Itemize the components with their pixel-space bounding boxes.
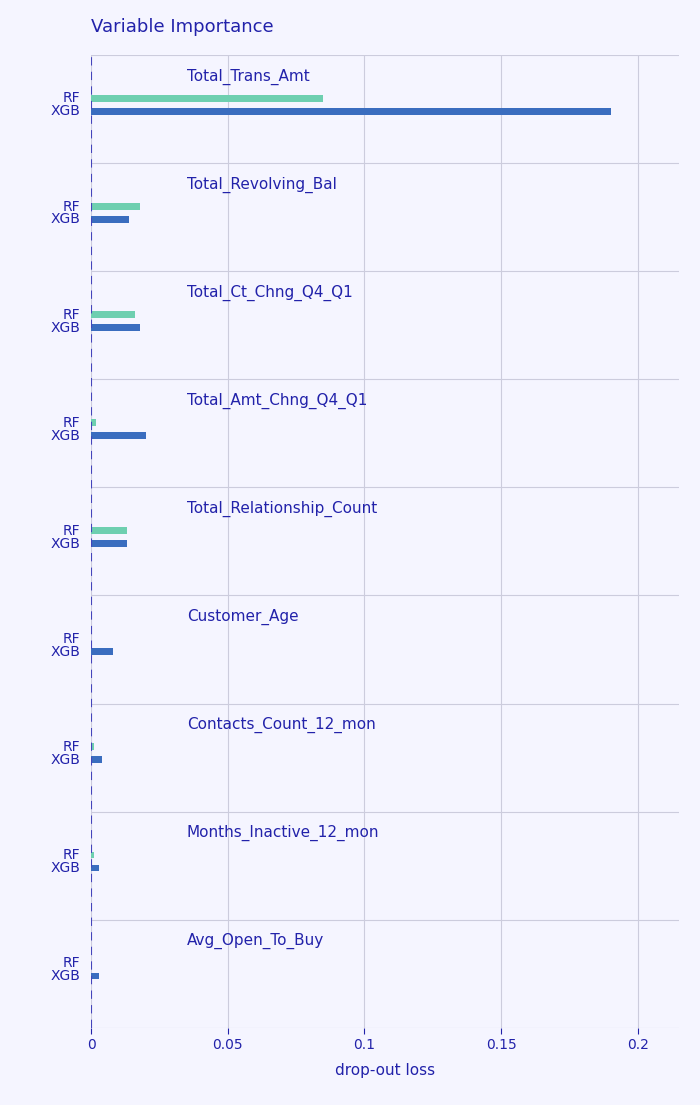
Bar xyxy=(91,527,127,534)
Text: RF: RF xyxy=(62,632,80,645)
Text: RF: RF xyxy=(62,848,80,862)
Text: Variable Importance: Variable Importance xyxy=(91,18,274,35)
Bar xyxy=(91,217,130,223)
Bar xyxy=(91,540,127,547)
X-axis label: drop-out loss: drop-out loss xyxy=(335,1063,435,1078)
Text: Customer_Age: Customer_Age xyxy=(187,609,298,625)
Bar xyxy=(91,108,610,115)
Bar xyxy=(91,757,102,762)
Text: Total_Relationship_Count: Total_Relationship_Count xyxy=(187,501,377,517)
Text: RF: RF xyxy=(62,956,80,970)
Text: Total_Amt_Chng_Q4_Q1: Total_Amt_Chng_Q4_Q1 xyxy=(187,393,367,409)
Text: RF: RF xyxy=(62,524,80,538)
Text: XGB: XGB xyxy=(50,644,80,659)
Text: XGB: XGB xyxy=(50,320,80,335)
Bar xyxy=(91,203,140,210)
Bar xyxy=(91,972,99,979)
Bar xyxy=(91,312,135,318)
Text: RF: RF xyxy=(62,415,80,430)
Text: Months_Inactive_12_mon: Months_Inactive_12_mon xyxy=(187,825,379,841)
Text: Total_Ct_Chng_Q4_Q1: Total_Ct_Chng_Q4_Q1 xyxy=(187,285,353,301)
Bar xyxy=(91,432,146,439)
Text: Total_Trans_Amt: Total_Trans_Amt xyxy=(187,69,309,85)
Bar xyxy=(91,864,99,871)
Bar xyxy=(91,744,94,750)
Text: XGB: XGB xyxy=(50,212,80,227)
Bar xyxy=(91,649,113,655)
Text: XGB: XGB xyxy=(50,969,80,982)
Text: XGB: XGB xyxy=(50,753,80,767)
Bar xyxy=(91,852,94,857)
Text: XGB: XGB xyxy=(50,105,80,118)
Text: RF: RF xyxy=(62,92,80,105)
Text: XGB: XGB xyxy=(50,429,80,443)
Bar xyxy=(91,420,97,425)
Text: RF: RF xyxy=(62,739,80,754)
Text: Total_Revolving_Bal: Total_Revolving_Bal xyxy=(187,177,337,193)
Bar xyxy=(91,95,323,102)
Text: XGB: XGB xyxy=(50,861,80,875)
Bar xyxy=(91,324,140,330)
Text: RF: RF xyxy=(62,307,80,322)
Text: RF: RF xyxy=(62,200,80,213)
Text: Avg_Open_To_Buy: Avg_Open_To_Buy xyxy=(187,933,324,949)
Text: XGB: XGB xyxy=(50,537,80,550)
Text: Contacts_Count_12_mon: Contacts_Count_12_mon xyxy=(187,717,375,734)
